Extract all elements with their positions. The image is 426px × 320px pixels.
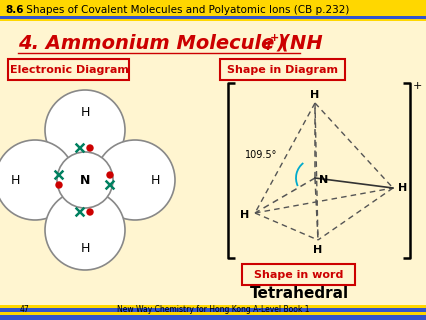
FancyBboxPatch shape: [242, 263, 355, 284]
Circle shape: [56, 182, 62, 188]
Circle shape: [87, 145, 93, 151]
FancyBboxPatch shape: [220, 59, 345, 79]
Text: H: H: [10, 173, 20, 187]
Text: H: H: [150, 173, 159, 187]
Text: 4: 4: [262, 41, 270, 53]
Text: H: H: [310, 90, 319, 100]
Text: 109.5°: 109.5°: [245, 150, 277, 160]
Circle shape: [45, 90, 125, 170]
Bar: [0, 0, 426, 16]
Bar: [0, 19, 426, 21]
Text: Electronic Diagram: Electronic Diagram: [9, 65, 128, 75]
Text: H: H: [80, 242, 89, 254]
Circle shape: [45, 190, 125, 270]
Text: 4. Ammonium Molecule (NH: 4. Ammonium Molecule (NH: [18, 34, 322, 52]
Text: H: H: [397, 183, 407, 193]
Bar: [0, 16, 426, 19]
Text: Shape in Diagram: Shape in Diagram: [227, 65, 338, 75]
Text: ): ): [276, 34, 285, 52]
Text: +: +: [269, 33, 279, 43]
Text: Tetrahedral: Tetrahedral: [249, 286, 348, 301]
Circle shape: [87, 209, 93, 215]
Bar: [0, 315, 426, 320]
Bar: [0, 312, 426, 315]
Circle shape: [0, 140, 75, 220]
Text: +: +: [412, 81, 421, 91]
Text: 8.6: 8.6: [5, 5, 23, 15]
Text: H: H: [80, 106, 89, 118]
Bar: [0, 308, 426, 312]
Text: H: H: [240, 210, 249, 220]
Text: 47: 47: [20, 305, 30, 314]
Text: Shapes of Covalent Molecules and Polyatomic Ions (CB p.232): Shapes of Covalent Molecules and Polyato…: [23, 5, 348, 15]
Circle shape: [57, 152, 113, 208]
Text: H: H: [313, 245, 322, 255]
Text: N: N: [80, 173, 90, 187]
Text: New Way Chemistry for Hong Kong A-Level Book 1: New Way Chemistry for Hong Kong A-Level …: [116, 305, 308, 314]
FancyBboxPatch shape: [9, 59, 129, 79]
Circle shape: [95, 140, 175, 220]
Text: Shape in word: Shape in word: [254, 270, 343, 280]
Bar: [0, 305, 426, 308]
Text: N: N: [319, 175, 328, 185]
Circle shape: [107, 172, 113, 178]
